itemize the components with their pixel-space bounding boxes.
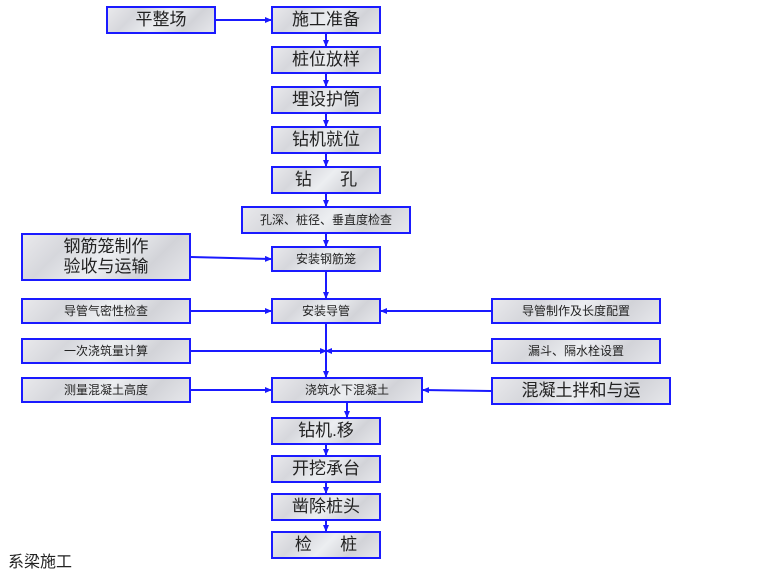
flow-node-n16: 浇筑水下混凝土 xyxy=(271,377,423,403)
flow-node-n20: 凿除桩头 xyxy=(271,493,381,521)
flow-arrow-15 xyxy=(423,390,491,391)
flow-node-n19: 开挖承台 xyxy=(271,455,381,483)
flow-node-n13: 一次浇筑量计算 xyxy=(21,338,191,364)
flow-node-n09: 安装钢筋笼 xyxy=(271,246,381,272)
flow-node-n11: 安装导管 xyxy=(271,298,381,324)
flow-node-n08: 钢筋笼制作 验收与运输 xyxy=(21,233,191,281)
flow-node-n12: 导管制作及长度配置 xyxy=(491,298,661,324)
flow-node-n01: 平整场 xyxy=(106,6,216,34)
flow-node-n21: 检 桩 xyxy=(271,531,381,559)
flow-node-n03: 桩位放样 xyxy=(271,46,381,74)
flow-node-n18: 钻机.移 xyxy=(271,417,381,445)
flow-node-n15: 测量混凝土高度 xyxy=(21,377,191,403)
footer-text: 系梁施工 xyxy=(8,554,72,570)
flow-node-n02: 施工准备 xyxy=(271,6,381,34)
flow-arrow-7 xyxy=(191,257,271,259)
footer-label: 系梁施工 xyxy=(8,548,72,570)
flow-node-n07: 孔深、桩径、垂直度检查 xyxy=(241,206,411,234)
flow-node-n10: 导管气密性检查 xyxy=(21,298,191,324)
flow-node-n06: 钻 孔 xyxy=(271,166,381,194)
flow-node-n14: 漏斗、隔水栓设置 xyxy=(491,338,661,364)
flow-node-n17: 混凝土拌和与运 xyxy=(491,377,671,405)
flow-node-n04: 埋设护筒 xyxy=(271,86,381,114)
flow-node-n05: 钻机就位 xyxy=(271,126,381,154)
